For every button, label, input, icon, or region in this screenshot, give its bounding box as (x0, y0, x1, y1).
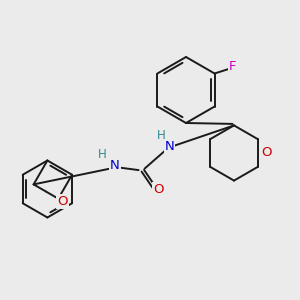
Text: H: H (98, 148, 107, 161)
Text: O: O (153, 183, 164, 196)
Text: O: O (262, 146, 272, 160)
Text: N: N (165, 140, 174, 154)
Text: N: N (110, 159, 119, 172)
Text: O: O (57, 195, 68, 208)
Text: H: H (157, 129, 166, 142)
Text: F: F (229, 60, 236, 74)
